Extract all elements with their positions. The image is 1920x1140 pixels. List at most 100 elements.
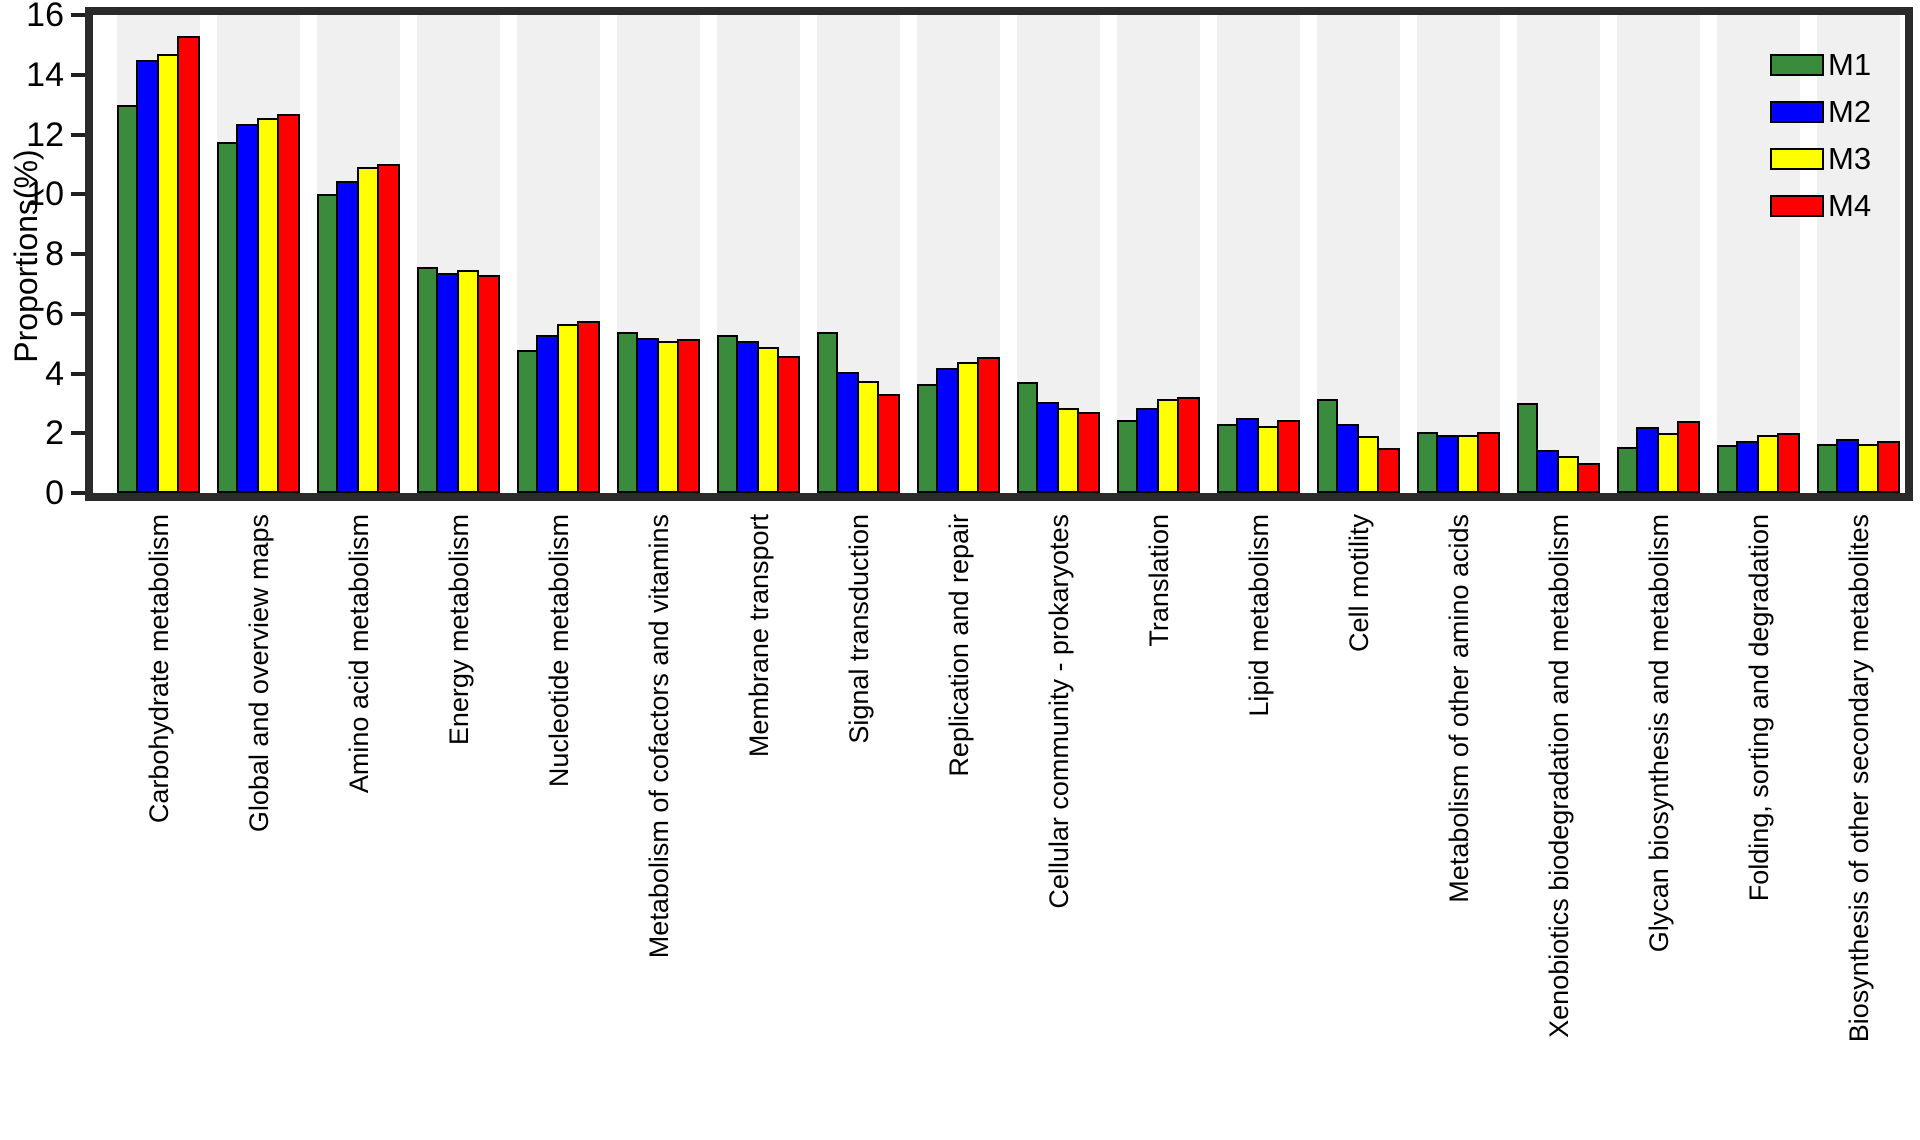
bar-M4 bbox=[1777, 433, 1800, 493]
category-stripe bbox=[1217, 15, 1300, 493]
bar-M1 bbox=[717, 334, 738, 493]
bar-M1 bbox=[517, 349, 538, 493]
legend-label-M3: M3 bbox=[1828, 141, 1872, 176]
x-category-label: Signal transduction bbox=[843, 514, 874, 744]
x-category-label: Metabolism of cofactors and vitamins bbox=[643, 514, 674, 959]
bar-M3 bbox=[1056, 407, 1080, 493]
bar-M3 bbox=[356, 167, 380, 493]
bar-M1 bbox=[1617, 446, 1638, 493]
bar-M1 bbox=[1217, 424, 1238, 493]
y-tick-label: 0 bbox=[45, 474, 64, 512]
x-category-label: Folding, sorting and degradation bbox=[1743, 514, 1774, 902]
bar-M1 bbox=[617, 331, 638, 493]
y-tick-mark bbox=[71, 311, 85, 316]
bar-M2 bbox=[935, 367, 959, 493]
bar-M3 bbox=[1456, 434, 1480, 493]
bar-M2 bbox=[835, 372, 859, 493]
x-category-label: Carbohydrate metabolism bbox=[143, 514, 174, 824]
bar-M4 bbox=[377, 164, 400, 493]
bar-M4 bbox=[1077, 412, 1100, 493]
bar-M3 bbox=[156, 53, 180, 493]
bar-M3 bbox=[756, 346, 780, 493]
legend-swatch-M3 bbox=[1770, 148, 1824, 170]
category-stripe bbox=[1717, 15, 1800, 493]
bar-M3 bbox=[1156, 398, 1180, 493]
bar-M4 bbox=[1577, 463, 1600, 493]
y-tick-mark bbox=[71, 13, 85, 17]
bar-M1 bbox=[1117, 419, 1138, 493]
y-tick-mark bbox=[71, 371, 85, 376]
bar-M4 bbox=[1377, 448, 1400, 493]
y-tick-mark bbox=[71, 132, 85, 137]
y-tick-label: 10 bbox=[26, 175, 64, 214]
x-category-label: Membrane transport bbox=[743, 514, 774, 758]
bar-M1 bbox=[1017, 382, 1038, 493]
legend-label-M4: M4 bbox=[1828, 188, 1872, 223]
category-stripe bbox=[1817, 15, 1900, 493]
legend-swatch-M1 bbox=[1770, 54, 1824, 76]
x-category-label: Metabolism of other amino acids bbox=[1443, 514, 1474, 903]
bar-M2 bbox=[1835, 439, 1859, 493]
bar-M2 bbox=[135, 59, 159, 493]
bar-M4 bbox=[1677, 421, 1700, 493]
plot-inner: M1 M2 M3 M4 bbox=[93, 15, 1905, 493]
bar-M1 bbox=[1517, 403, 1538, 493]
x-category-label: Xenobiotics biodegradation and metabolis… bbox=[1543, 514, 1574, 1038]
x-category-label: Cellular community - prokaryotes bbox=[1043, 514, 1074, 909]
bar-M3 bbox=[1556, 455, 1580, 493]
y-tick-label: 2 bbox=[45, 414, 64, 453]
legend-label-M1: M1 bbox=[1828, 47, 1872, 82]
bar-M2 bbox=[235, 124, 259, 493]
bar-M1 bbox=[1817, 443, 1838, 493]
category-stripe bbox=[1417, 15, 1500, 493]
bar-M1 bbox=[317, 194, 338, 493]
y-tick-label: 16 bbox=[26, 0, 64, 34]
y-tick-label: 8 bbox=[45, 235, 64, 273]
legend-label-M2: M2 bbox=[1828, 94, 1872, 129]
bar-M2 bbox=[1635, 427, 1659, 493]
y-tick-label: 6 bbox=[45, 294, 64, 333]
bar-M3 bbox=[1756, 434, 1780, 493]
bar-M3 bbox=[656, 340, 680, 493]
x-category-label: Cell motility bbox=[1343, 514, 1374, 653]
bar-M2 bbox=[335, 180, 359, 493]
bar-M1 bbox=[417, 267, 438, 493]
y-tick-label: 4 bbox=[45, 354, 64, 393]
bar-M3 bbox=[856, 380, 880, 493]
x-category-label: Energy metabolism bbox=[443, 514, 474, 746]
bar-M4 bbox=[1477, 431, 1500, 493]
bar-M2 bbox=[635, 337, 659, 493]
x-category-label: Biosynthesis of other secondary metaboli… bbox=[1843, 514, 1874, 1043]
bar-M4 bbox=[177, 35, 200, 493]
bar-M4 bbox=[1277, 419, 1300, 493]
bar-M2 bbox=[1735, 440, 1759, 493]
x-category-label: Replication and repair bbox=[943, 514, 974, 777]
bar-M1 bbox=[117, 104, 138, 493]
y-tick-mark bbox=[71, 252, 85, 256]
bar-M4 bbox=[877, 394, 900, 493]
bar-M2 bbox=[535, 334, 559, 493]
bar-M4 bbox=[677, 339, 700, 493]
y-tick-label: 14 bbox=[26, 55, 64, 94]
bar-M1 bbox=[1317, 398, 1338, 493]
bar-M4 bbox=[1177, 397, 1200, 493]
y-tick-label: 12 bbox=[26, 115, 64, 154]
bar-M2 bbox=[1335, 424, 1359, 493]
x-category-label: Translation bbox=[1143, 514, 1174, 647]
bar-M1 bbox=[917, 383, 938, 493]
bar-M3 bbox=[956, 361, 980, 493]
bar-M2 bbox=[1035, 401, 1059, 493]
bar-M1 bbox=[1417, 431, 1438, 493]
bar-M2 bbox=[735, 340, 759, 493]
y-tick-mark bbox=[71, 192, 85, 197]
legend-swatch-M4 bbox=[1770, 195, 1824, 217]
plot-frame: M1 M2 M3 M4 bbox=[85, 7, 1913, 501]
bar-M4 bbox=[977, 357, 1000, 493]
x-category-label: Lipid metabolism bbox=[1243, 514, 1274, 717]
bar-M1 bbox=[817, 331, 838, 493]
x-category-label: Nucleotide metabolism bbox=[543, 514, 574, 788]
bar-M3 bbox=[456, 270, 480, 493]
x-category-label: Amino acid metabolism bbox=[343, 514, 374, 794]
bar-M2 bbox=[1535, 449, 1559, 493]
